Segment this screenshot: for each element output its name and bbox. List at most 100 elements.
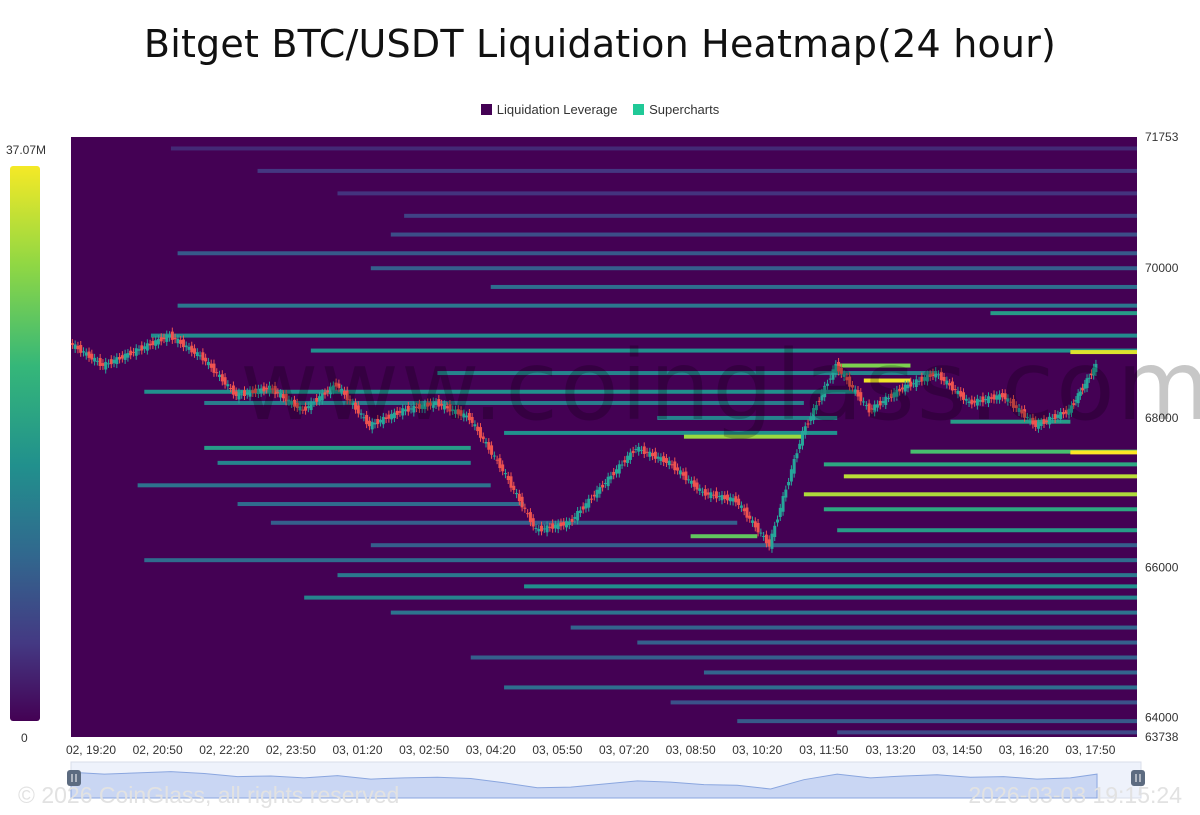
legend-item-liquidation-leverage[interactable]: Liquidation Leverage: [480, 102, 618, 117]
price-candle: [925, 374, 929, 382]
price-candle: [1076, 393, 1080, 404]
price-candle: [748, 515, 752, 519]
price-candle: [392, 412, 396, 419]
price-candle: [237, 392, 241, 400]
price-candle: [331, 385, 335, 391]
footer-copyright: © 2026 CoinGlass, all rights reserved: [18, 782, 400, 808]
price-candle: [817, 400, 821, 402]
price-candle: [245, 392, 249, 395]
price-candle: [762, 535, 766, 537]
price-candle: [1067, 408, 1071, 415]
price-candle: [959, 391, 963, 397]
price-candle: [1078, 391, 1082, 396]
price-candle: [731, 498, 735, 502]
x-tick-label: 03, 01:20: [332, 743, 382, 757]
legend-item-supercharts[interactable]: Supercharts: [633, 102, 719, 117]
price-candle: [120, 355, 124, 359]
heatmap-band: [144, 389, 858, 394]
price-candle: [340, 388, 344, 392]
price-candle: [695, 482, 699, 490]
price-candle: [262, 386, 266, 392]
x-tick-label: 02, 23:50: [266, 743, 316, 757]
price-candle: [742, 508, 746, 512]
heatmap-band: [270, 520, 738, 525]
x-tick-label: 02, 22:20: [199, 743, 249, 757]
price-candle: [664, 458, 668, 464]
price-candle: [1023, 409, 1027, 418]
price-candle: [986, 396, 990, 404]
range-slider-right-handle[interactable]: [1131, 770, 1145, 786]
price-candle: [176, 338, 180, 344]
y-tick-label: 63738: [1145, 730, 1179, 744]
price-candle: [334, 382, 338, 387]
price-candle: [781, 496, 785, 512]
price-candle: [168, 335, 172, 338]
price-candle: [620, 464, 624, 466]
price-candle: [1061, 412, 1065, 415]
heatmap-band: [144, 558, 1138, 563]
price-candle: [129, 350, 133, 356]
price-candle: [887, 398, 891, 400]
x-tick-label: 03, 02:50: [399, 743, 449, 757]
price-candle: [1009, 401, 1013, 403]
price-candle: [473, 424, 477, 427]
price-candle: [776, 519, 780, 523]
heatmap-band: [470, 655, 1137, 660]
price-candle: [1081, 387, 1085, 391]
x-tick-label: 03, 04:20: [466, 743, 516, 757]
price-candle: [112, 359, 116, 364]
price-candle: [570, 518, 574, 522]
price-candle: [565, 521, 569, 528]
price-candle: [626, 455, 630, 463]
price-candle: [381, 416, 385, 425]
heatmap-band: [803, 492, 1137, 497]
price-candle: [201, 352, 205, 361]
price-candle: [453, 409, 457, 414]
heatmap-band: [437, 371, 938, 376]
price-candle: [512, 485, 516, 491]
price-candle: [198, 355, 202, 357]
colorbar-min-label: 0: [21, 731, 28, 745]
price-candle: [767, 539, 771, 547]
heatmap-band: [837, 528, 1137, 533]
heatmap-band: [137, 483, 491, 488]
price-candle: [961, 392, 965, 400]
price-candle: [503, 473, 507, 475]
x-tick-label: 03, 13:20: [865, 743, 915, 757]
heatmap-band: [990, 311, 1137, 316]
heatmap-band: [370, 266, 1137, 271]
heatmap-band: [1070, 350, 1137, 355]
price-candle: [1000, 393, 1004, 398]
price-candle: [898, 388, 902, 392]
x-tick-label: 03, 05:50: [532, 743, 582, 757]
price-candle: [320, 393, 324, 401]
price-candle: [356, 405, 360, 414]
price-candle: [759, 532, 763, 534]
price-candle: [243, 390, 247, 396]
price-candle: [1087, 377, 1091, 379]
heatmap-band: [843, 474, 1137, 479]
y-tick-label: 71753: [1145, 130, 1179, 144]
price-candle: [1089, 373, 1093, 376]
range-slider-preview: [70, 771, 1098, 799]
price-candle: [828, 378, 832, 380]
price-candle: [345, 390, 349, 401]
price-candle: [87, 351, 91, 358]
heatmap-band: [404, 213, 1137, 218]
price-candle: [1017, 408, 1021, 412]
range-slider-left-handle[interactable]: [67, 770, 81, 786]
price-candle: [109, 359, 113, 365]
price-candle: [653, 451, 657, 459]
price-candle: [853, 389, 857, 392]
heatmap-band: [170, 146, 1137, 151]
price-candle: [751, 520, 755, 523]
price-candle: [495, 459, 499, 461]
price-candle: [1006, 398, 1010, 402]
heatmap-band: [910, 449, 1137, 454]
price-candle: [1085, 378, 1089, 389]
price-candle: [823, 385, 827, 398]
price-candle: [70, 343, 74, 345]
price-candle: [900, 387, 904, 390]
price-candle: [912, 383, 916, 385]
